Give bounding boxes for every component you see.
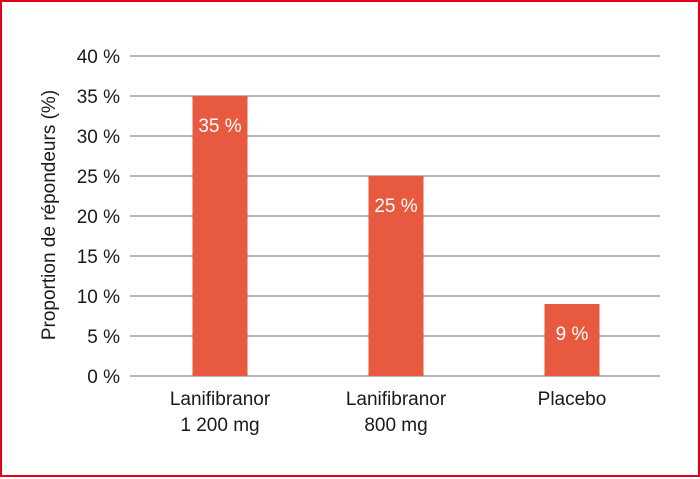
bar-data-label: 9 % [556,324,589,345]
y-tick-label: 10 % [77,287,120,308]
y-tick-label: 30 % [77,127,120,148]
y-tick-label: 40 % [77,47,120,68]
y-tick-labels: 0 % 5 % 10 % 15 % 20 % 25 % 30 % 35 % 40 % [77,47,120,388]
x-category-label: 800 mg [364,415,427,436]
y-tick-label: 35 % [77,87,120,108]
y-tick-label: 15 % [77,247,120,268]
bars [192,96,600,376]
y-tick-label: 25 % [77,167,120,188]
x-category-label: Lanifibranor [346,389,447,410]
bar [544,304,600,376]
y-tick-label: 20 % [77,207,120,228]
x-category-labels: Lanifibranor 1 200 mg Lanifibranor 800 mg Pl… [170,389,607,436]
data-labels: 35 % 25 % 9 % [198,116,588,345]
y-tick-label: 5 % [87,327,120,348]
x-category-label: Placebo [538,389,607,410]
bar [192,96,248,376]
x-category-label: 1 200 mg [180,415,259,436]
bar [368,176,424,376]
y-tick-label: 0 % [87,367,120,388]
bar-data-label: 35 % [198,116,241,137]
y-axis-title: Proportion de répondeurs (%) [39,90,60,340]
bar-data-label: 25 % [374,196,417,217]
x-category-label: Lanifibranor [170,389,271,410]
